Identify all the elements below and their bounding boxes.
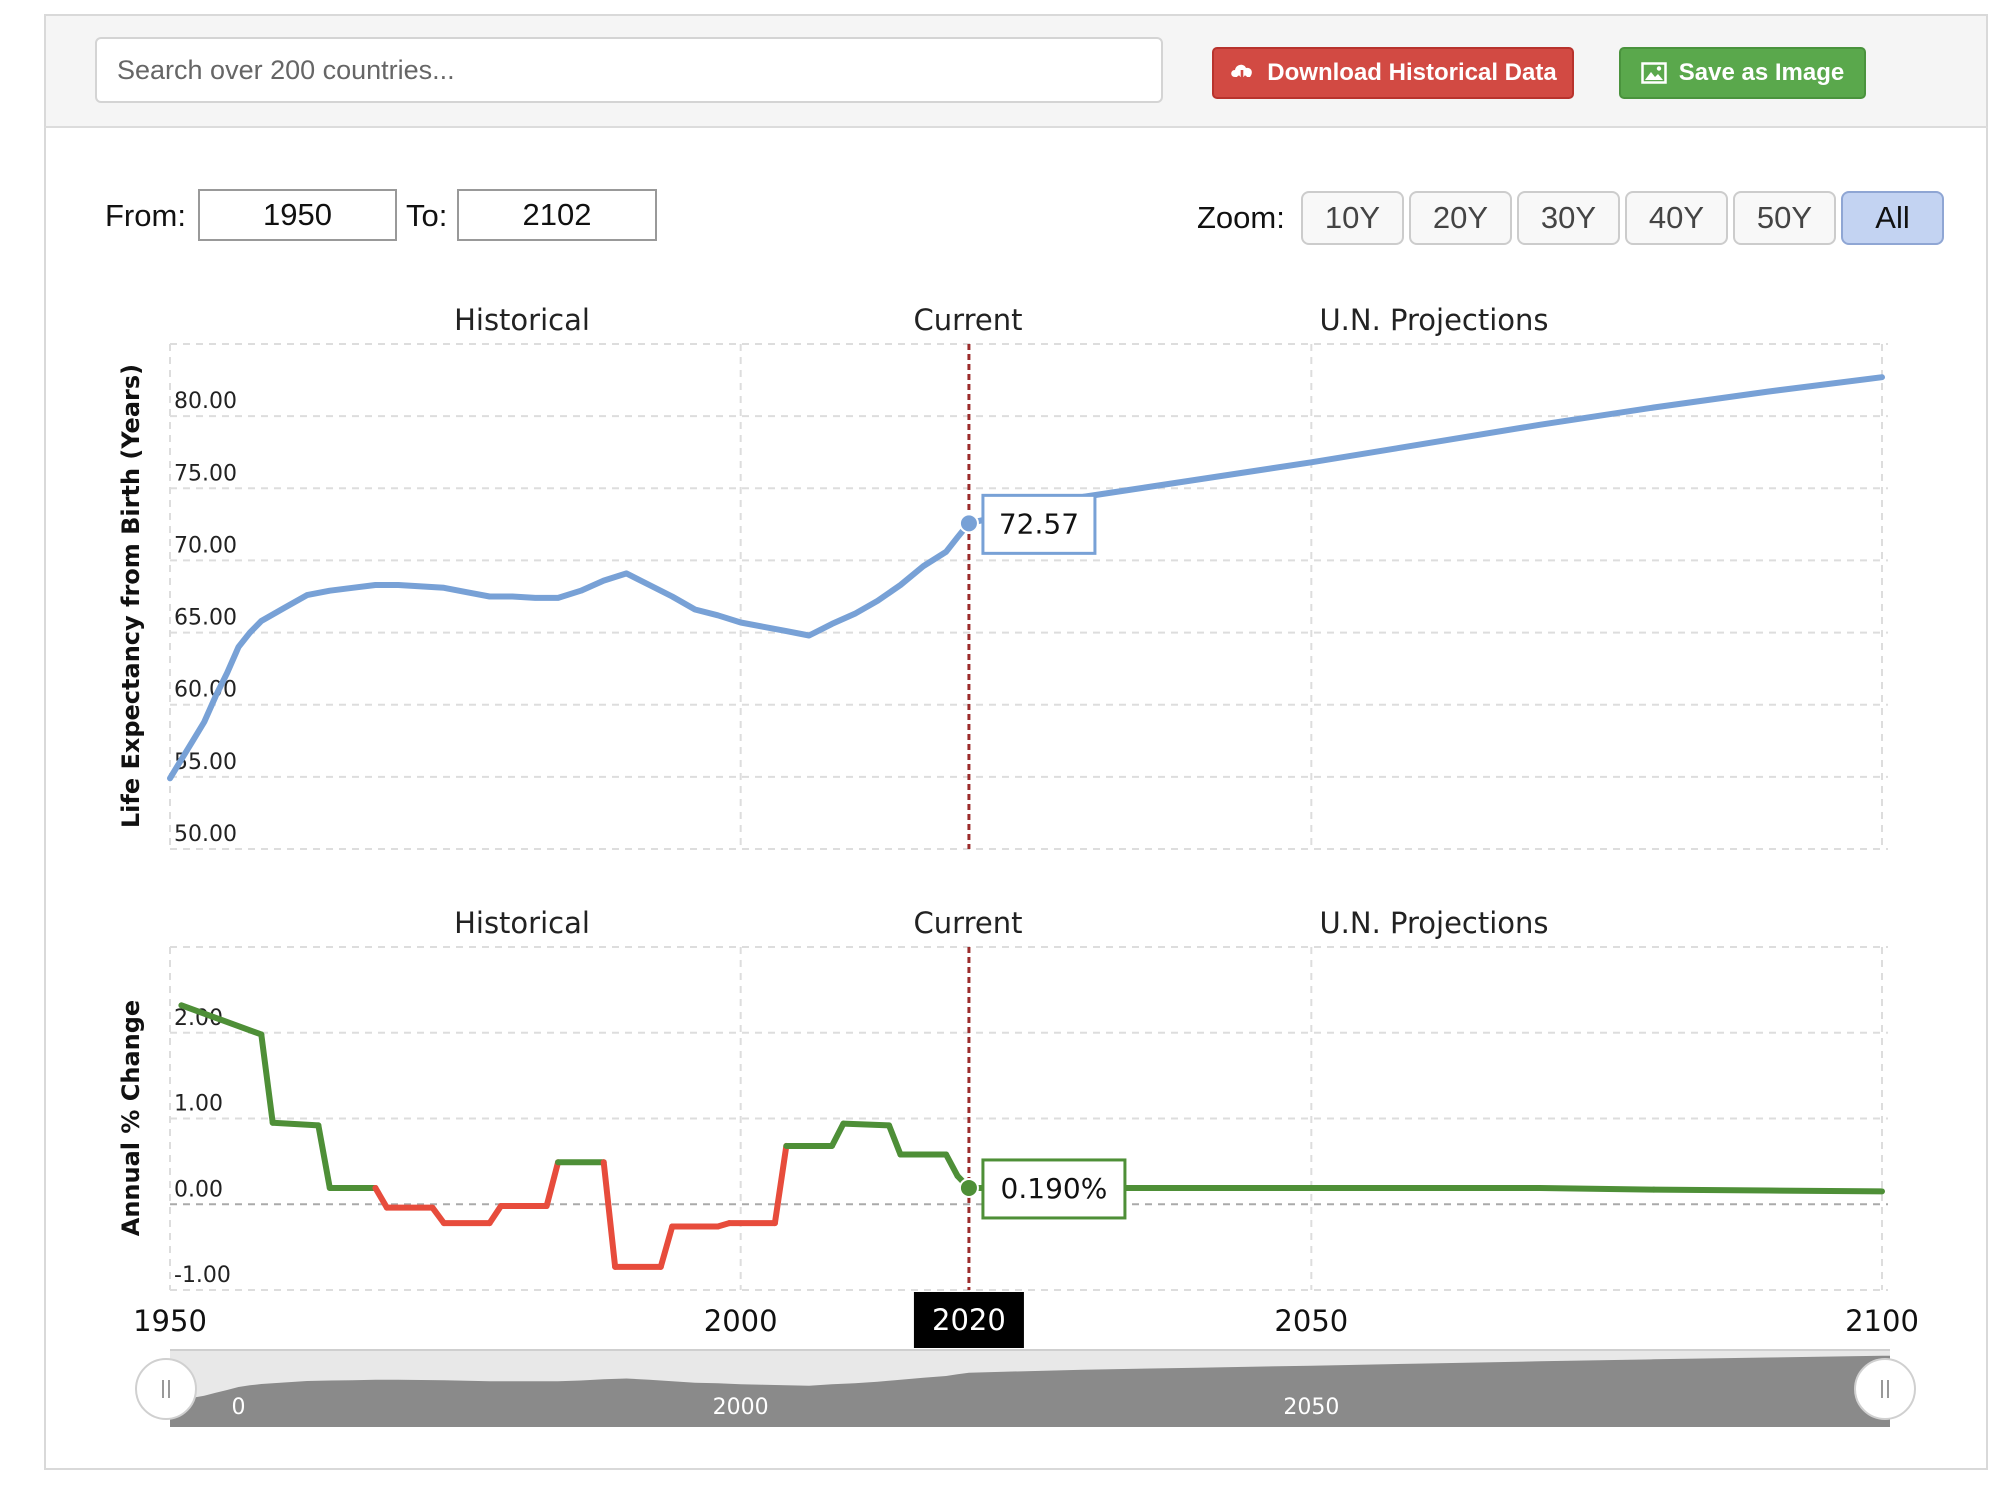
section-label: Current bbox=[914, 303, 1023, 337]
from-year-input[interactable]: 1950 bbox=[198, 189, 397, 241]
annual-change-segment bbox=[1764, 1187, 1885, 1195]
navigator-label: 0 bbox=[231, 1395, 245, 1420]
section-label: Current bbox=[914, 906, 1023, 940]
section-label: U.N. Projections bbox=[1319, 303, 1548, 337]
y-tick-label: -1.00 bbox=[174, 1263, 231, 1288]
y-axis-label: Life Expectancy from Birth (Years) bbox=[117, 364, 145, 828]
annual-change-segment bbox=[315, 1122, 333, 1191]
zoom-all-button[interactable]: All bbox=[1841, 191, 1944, 245]
save-as-image-button[interactable]: Save as Image bbox=[1619, 47, 1866, 99]
tooltip-box bbox=[981, 493, 1097, 555]
from-label: From: bbox=[105, 198, 186, 233]
annual-change-segment bbox=[372, 1184, 390, 1211]
tooltip-box bbox=[981, 1158, 1127, 1220]
annual-change-segment bbox=[840, 1120, 893, 1129]
section-label: Historical bbox=[454, 906, 590, 940]
current-point-marker bbox=[958, 1177, 979, 1198]
current-point-marker bbox=[958, 513, 979, 534]
tooltip-value: 0.190% bbox=[1001, 1172, 1108, 1205]
annual-change-segment bbox=[1650, 1186, 1771, 1194]
to-label: To: bbox=[406, 198, 448, 233]
zoom-10y-button[interactable]: 10Y bbox=[1301, 191, 1404, 245]
current-year-label: 2020 bbox=[932, 1303, 1006, 1337]
annual-change-segment bbox=[543, 1159, 562, 1209]
annual-change-segment bbox=[178, 1002, 265, 1038]
annual-change-segment bbox=[828, 1120, 847, 1149]
navigator-label: 2000 bbox=[713, 1395, 769, 1420]
x-tick-label: 2100 bbox=[1845, 1304, 1919, 1338]
navigator-right-handle[interactable] bbox=[1854, 1358, 1916, 1420]
y-tick-label: 1.00 bbox=[174, 1092, 223, 1117]
download-label: Download Historical Data bbox=[1267, 59, 1557, 86]
y-tick-label: 0.00 bbox=[174, 1177, 223, 1202]
annual-change-segment bbox=[886, 1122, 904, 1158]
search-input[interactable] bbox=[95, 37, 1163, 103]
zoom-40y-button[interactable]: 40Y bbox=[1625, 191, 1728, 245]
annual-change-segment bbox=[258, 1031, 276, 1126]
navigator-left-handle[interactable] bbox=[135, 1358, 197, 1420]
y-tick-label: 65.00 bbox=[174, 606, 237, 631]
annual-change-segment bbox=[657, 1223, 676, 1270]
y-tick-label: 75.00 bbox=[174, 461, 237, 486]
y-tick-label: 70.00 bbox=[174, 533, 237, 558]
navigator-series-area bbox=[170, 1355, 1890, 1427]
current-year-badge bbox=[913, 1292, 1024, 1348]
to-year-input[interactable]: 2102 bbox=[457, 189, 657, 241]
cloud-download-icon bbox=[1231, 64, 1253, 84]
zoom-30y-button[interactable]: 30Y bbox=[1517, 191, 1620, 245]
annual-change-segment bbox=[429, 1204, 447, 1227]
y-axis-label: Annual % Change bbox=[117, 1000, 145, 1236]
annual-change-segment bbox=[600, 1159, 619, 1270]
life-expectancy-series bbox=[167, 374, 1885, 782]
x-tick-label: 1950 bbox=[133, 1304, 207, 1338]
annual-change-segment bbox=[486, 1202, 504, 1227]
section-label: U.N. Projections bbox=[1319, 906, 1548, 940]
y-tick-label: 50.00 bbox=[174, 822, 237, 847]
y-tick-label: 60.00 bbox=[174, 678, 237, 703]
annual-change-segment bbox=[771, 1142, 790, 1227]
tooltip-value: 72.57 bbox=[999, 507, 1079, 540]
zoom-20y-button[interactable]: 20Y bbox=[1409, 191, 1512, 245]
download-historical-data-button[interactable]: Download Historical Data bbox=[1212, 47, 1574, 99]
x-tick-label: 2000 bbox=[704, 1304, 778, 1338]
image-icon bbox=[1641, 62, 1667, 84]
annual-change-segment bbox=[269, 1119, 322, 1129]
y-tick-label: 80.00 bbox=[174, 389, 237, 414]
section-label: Historical bbox=[454, 303, 590, 337]
chart-panel bbox=[44, 14, 1988, 1470]
navigator-label: 2050 bbox=[1283, 1395, 1339, 1420]
annual-change-segment bbox=[1536, 1184, 1657, 1193]
save-label: Save as Image bbox=[1678, 59, 1845, 86]
annual-change-segment bbox=[943, 1151, 961, 1179]
zoom-label: Zoom: bbox=[1197, 200, 1285, 235]
x-tick-label: 2050 bbox=[1274, 1304, 1348, 1338]
zoom-50y-button[interactable]: 50Y bbox=[1733, 191, 1836, 245]
